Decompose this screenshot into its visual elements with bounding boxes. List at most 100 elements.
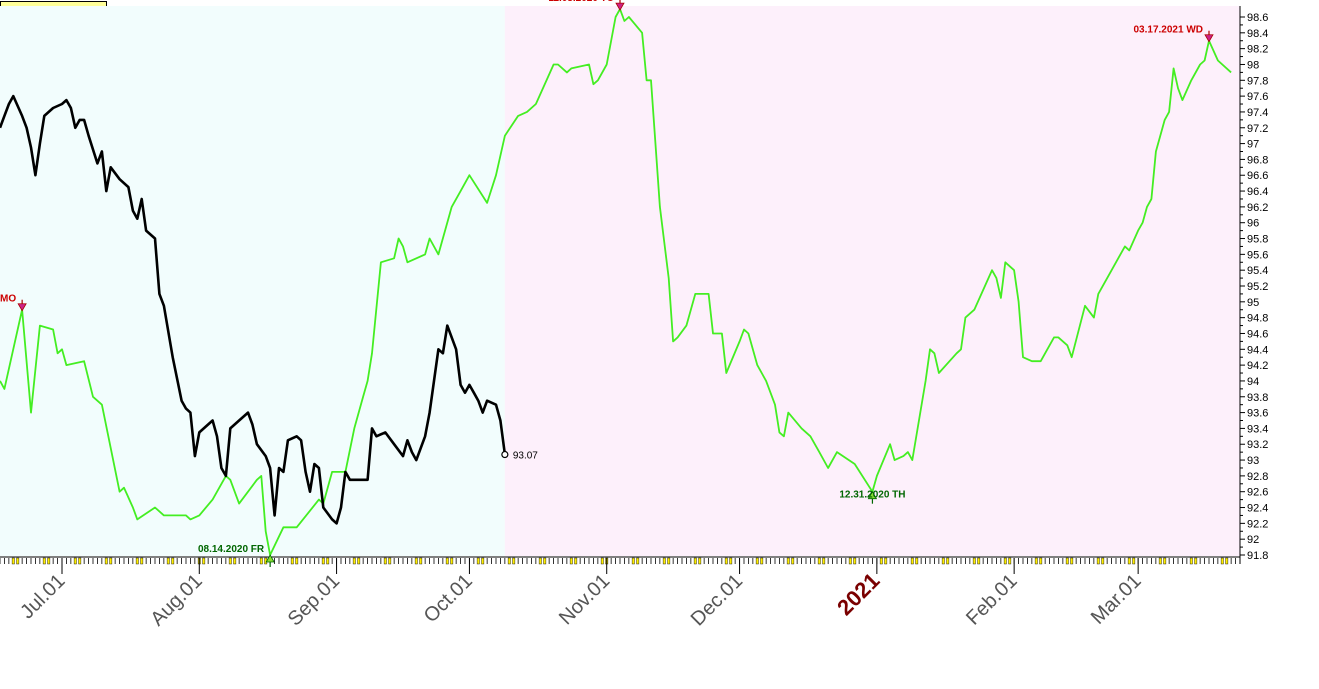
weekend-day-tick [321, 557, 325, 565]
weekend-day-tick [476, 557, 480, 565]
month-label: Aug.01 [146, 570, 206, 630]
weekend-day-tick [538, 557, 542, 565]
y-tick-label: 94.4 [1247, 344, 1268, 356]
y-tick-label: 96.6 [1247, 170, 1268, 182]
peak-label: 03.17.2021 WD [1134, 25, 1204, 36]
weekend-day-tick [853, 557, 857, 565]
weekend-day-tick [822, 557, 826, 565]
y-tick-label: 96.4 [1247, 186, 1268, 198]
weekend-day-tick [109, 557, 113, 565]
weekend-day-tick [1132, 557, 1136, 565]
series-end-marker [501, 450, 509, 459]
y-tick-label: 93.4 [1247, 423, 1268, 435]
peak-marker [17, 303, 27, 312]
weekend-day-tick [42, 557, 46, 565]
weekend-day-tick [1225, 557, 1229, 565]
weekend-day-tick [73, 557, 77, 565]
weekend-day-tick [817, 557, 821, 565]
y-tick-label: 93.8 [1247, 392, 1268, 404]
y-tick-label: 96.8 [1247, 154, 1268, 166]
y-tick-label: 96 [1247, 218, 1259, 230]
weekend-day-tick [1096, 557, 1100, 565]
year-label: 2021 [832, 568, 884, 620]
weekend-day-tick [662, 557, 666, 565]
background-shading [0, 6, 1240, 556]
y-tick-label: 93.2 [1247, 439, 1268, 451]
weekend-day-tick [1163, 557, 1167, 565]
y-tick-label: 97.6 [1247, 91, 1268, 103]
weekend-day-tick [166, 557, 170, 565]
weekend-day-tick [693, 557, 697, 565]
y-tick-label: 97.2 [1247, 123, 1268, 135]
weekend-day-tick [202, 557, 206, 565]
weekend-day-tick [259, 557, 263, 565]
weekend-day-tick [326, 557, 330, 565]
month-label: Jul.01 [16, 570, 69, 623]
weekend-day-tick [1158, 557, 1162, 565]
weekend-day-tick [543, 557, 547, 565]
y-tick-label: 95.8 [1247, 234, 1268, 246]
weekend-day-tick [419, 557, 423, 565]
y-tick-label: 91.8 [1247, 550, 1268, 562]
weekend-day-tick [228, 557, 232, 565]
weekend-day-tick [729, 557, 733, 565]
weekend-day-tick [104, 557, 108, 565]
y-tick-label: 95.6 [1247, 249, 1268, 261]
y-tick-label: 94.6 [1247, 328, 1268, 340]
peak-label: MO [0, 294, 16, 305]
y-tick-label: 96.2 [1247, 202, 1268, 214]
weekend-day-tick [78, 557, 82, 565]
weekend-day-tick [1008, 557, 1012, 565]
weekend-day-tick [1003, 557, 1007, 565]
weekend-day-tick [357, 557, 361, 565]
weekend-day-tick [352, 557, 356, 565]
weekend-day-tick [140, 557, 144, 565]
trough-marker [265, 554, 275, 563]
weekend-day-tick [445, 557, 449, 565]
y-tick-label: 92.6 [1247, 487, 1268, 499]
y-tick-label: 98.2 [1247, 44, 1268, 56]
weekend-day-tick [11, 557, 15, 565]
y-tick-label: 97.4 [1247, 107, 1268, 119]
date-axis: Jul.01 Aug.01 Sep.01 Oct.01 Nov.01 Dec.01 2021… [0, 556, 1241, 630]
annotations: MO 08.14.2020 FR 11.03.2020 TU 12.31.2020 T… [0, 0, 1214, 567]
month-label: Mar.01 [1087, 570, 1146, 629]
month-label: Nov.01 [555, 570, 614, 629]
weekend-day-tick [786, 557, 790, 565]
weekend-day-tick [16, 557, 20, 565]
weekend-day-tick [1065, 557, 1069, 565]
weekend-day-tick [946, 557, 950, 565]
weekend-day-tick [507, 557, 511, 565]
weekend-day-tick [481, 557, 485, 565]
weekend-day-tick [47, 557, 51, 565]
series-line-0 [0, 8, 1232, 556]
weekend-day-tick [977, 557, 981, 565]
trough-label: 08.14.2020 FR [198, 544, 265, 555]
weekend-day-tick [450, 557, 454, 565]
weekend-day-tick [724, 557, 728, 565]
weekend-day-tick [631, 557, 635, 565]
peak-marker [1204, 34, 1214, 43]
weekend-day-tick [574, 557, 578, 565]
weekend-day-tick [512, 557, 516, 565]
weekend-day-tick [698, 557, 702, 565]
peak-label: 11.03.2020 TU [548, 0, 614, 4]
weekend-day-tick [884, 557, 888, 565]
y-tick-label: 94 [1247, 376, 1259, 388]
y-tick-label: 92.2 [1247, 518, 1268, 530]
month-label: Dec.01 [687, 570, 747, 630]
weekend-day-tick [233, 557, 237, 565]
weekend-day-tick [915, 557, 919, 565]
y-tick-label: 98 [1247, 59, 1259, 71]
y-tick-label: 92 [1247, 534, 1259, 546]
weekend-day-tick [791, 557, 795, 565]
weekend-day-tick [383, 557, 387, 565]
weekend-day-tick [879, 557, 883, 565]
weekend-day-tick [1194, 557, 1198, 565]
weekend-day-tick [941, 557, 945, 565]
month-label: Sep.01 [284, 570, 344, 630]
weekend-day-tick [388, 557, 392, 565]
weekend-day-tick [295, 557, 299, 565]
y-tick-label: 98.4 [1247, 28, 1268, 40]
